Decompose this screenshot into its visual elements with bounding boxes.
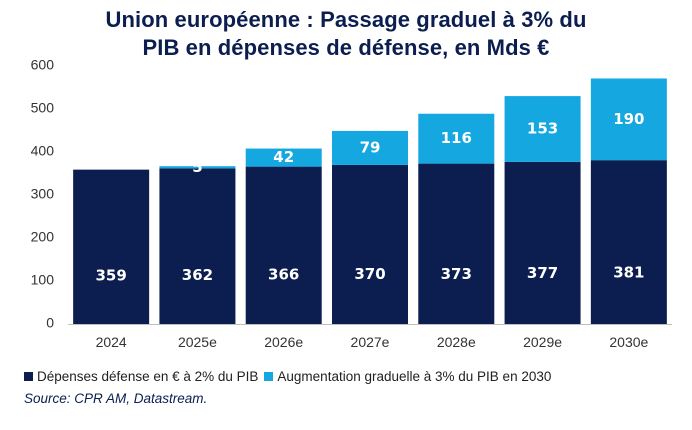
legend-swatch-base [24, 371, 33, 381]
bar-base [73, 169, 150, 324]
x-tick-label: 2024 [96, 334, 127, 350]
bar-increase [245, 148, 322, 167]
data-label-base: 370 [354, 265, 385, 283]
bar-increase [590, 78, 667, 161]
bar-base [245, 166, 322, 324]
data-label-base: 362 [182, 266, 213, 284]
bar-base [159, 168, 236, 324]
y-tick-label: 400 [31, 143, 55, 159]
legend-item-increase: Augmentation graduelle à 3% du PIB en 20… [264, 369, 551, 384]
legend-item-base: Dépenses défense en € à 2% du PIB [24, 369, 258, 384]
bar-increase [332, 130, 408, 165]
legend-swatch-increase [264, 371, 274, 381]
x-tick-label: 2027e [351, 334, 390, 350]
x-tick-label: 2026e [264, 334, 303, 350]
data-label-base: 381 [613, 264, 644, 282]
legend-label-increase: Augmentation graduelle à 3% du PIB en 20… [277, 368, 552, 384]
bar-base [332, 164, 408, 324]
data-label-increase: 5 [192, 158, 202, 176]
y-tick-label: 500 [31, 100, 55, 116]
bar-increase [504, 96, 581, 162]
bar-base [418, 163, 495, 324]
data-label-increase: 153 [527, 119, 558, 137]
data-label-base: 366 [268, 266, 299, 284]
data-label-increase: 79 [360, 138, 381, 156]
y-tick-label: 0 [46, 315, 54, 331]
y-tick-label: 300 [31, 186, 55, 202]
x-tick-label: 2029e [523, 334, 562, 350]
source-note: Source: CPR AM, Datastream. [24, 391, 208, 406]
x-tick-label: 2028e [437, 334, 476, 350]
legend-label-base: Dépenses défense en € à 2% du PIB [37, 368, 259, 384]
x-tick-label: 2025e [178, 334, 217, 350]
legend: Dépenses défense en € à 2% du PIB Augmen… [24, 366, 557, 386]
data-label-increase: 116 [441, 129, 472, 147]
y-tick-label: 600 [31, 57, 55, 73]
x-tick-label: 2030e [609, 334, 648, 350]
bar-increase [418, 113, 495, 164]
y-tick-label: 100 [31, 272, 55, 288]
chart-title-line-2: PIB en dépenses de défense, en Mds € [142, 35, 550, 60]
data-label-increase: 190 [613, 110, 644, 128]
chart-title: Union européenne : Passage graduel à 3% … [0, 6, 692, 62]
bar-chart: 0 100 200 300 400 500 600 359 2024 362 5 2025e 366 42… [31, 57, 672, 350]
data-label-increase: 42 [273, 148, 294, 166]
bar-increase [159, 166, 236, 169]
y-tick-label: 200 [31, 229, 55, 245]
data-label-base: 377 [527, 264, 558, 282]
data-label-base: 359 [95, 267, 126, 285]
data-label-base: 373 [441, 265, 472, 283]
chart-title-line-1: Union européenne : Passage graduel à 3% … [105, 7, 587, 32]
bar-base [590, 160, 667, 324]
bar-base [504, 161, 581, 324]
